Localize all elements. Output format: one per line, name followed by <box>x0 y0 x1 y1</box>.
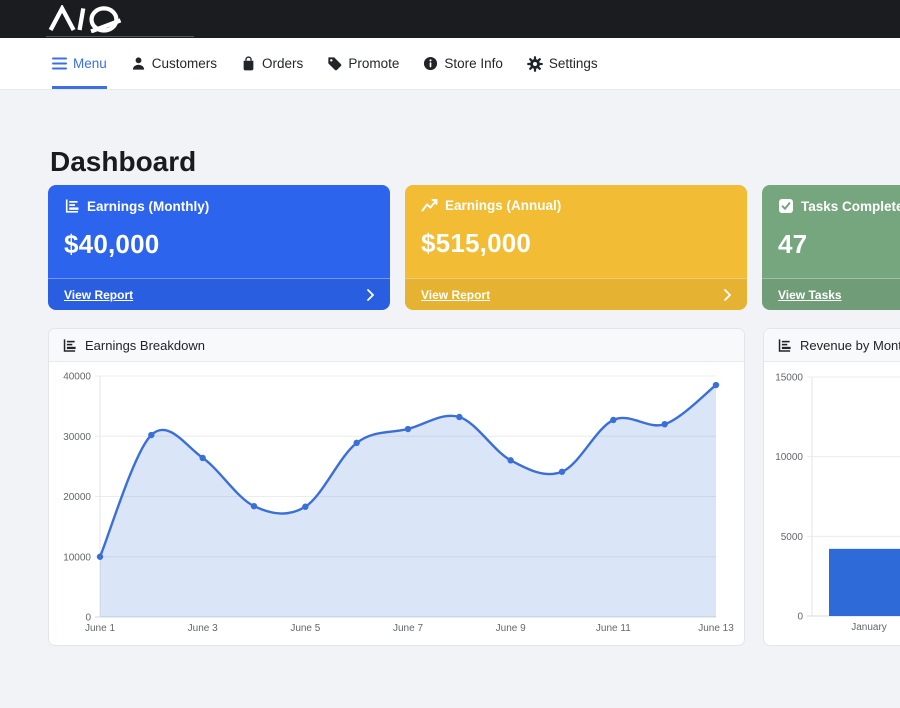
svg-text:10000: 10000 <box>63 552 91 563</box>
svg-text:June 11: June 11 <box>596 623 631 634</box>
svg-text:0: 0 <box>85 613 91 624</box>
line-chart-icon <box>421 199 438 212</box>
earnings-line-chart: 0 10000 20000 30000 40000 June 1 June 3 June 5 J… <box>63 372 734 635</box>
nav-label: Promote <box>348 56 400 71</box>
gear-icon <box>527 55 543 72</box>
nav-item-orders[interactable]: Orders <box>241 38 303 89</box>
stat-card-earnings-annual: Earnings (Annual) $515,000 View Report <box>405 185 747 310</box>
svg-text:30000: 30000 <box>63 432 91 443</box>
main-nav: Menu Customers Orders Promote <box>0 38 900 90</box>
stat-card-earnings-monthly: Earnings (Monthly) $40,000 View Report <box>48 185 390 310</box>
svg-text:June 7: June 7 <box>393 623 423 634</box>
nav-label: Customers <box>151 56 218 71</box>
aq-logo-icon <box>48 3 122 34</box>
check-square-icon <box>779 199 793 213</box>
stat-card-value: $40,000 <box>64 229 160 259</box>
brand-underline <box>46 36 194 37</box>
hamburger-icon <box>52 57 67 70</box>
svg-text:January: January <box>851 622 887 633</box>
info-circle-icon <box>424 56 438 71</box>
svg-text:June 13: June 13 <box>698 623 734 634</box>
nav-item-promote[interactable]: Promote <box>327 38 399 89</box>
earnings-breakdown-card: Earnings Breakdown 0 10000 20000 30000 40000… <box>48 328 745 646</box>
topbar <box>0 0 900 38</box>
stat-card-title: Earnings (Monthly) <box>87 198 210 214</box>
svg-text:June 1: June 1 <box>85 623 115 634</box>
svg-text:20000: 20000 <box>63 492 91 503</box>
stat-card-value: 47 <box>778 229 808 259</box>
bar-chart-icon <box>65 199 79 213</box>
stat-card-title: Tasks Completed <box>801 198 900 214</box>
stat-card-row: Earnings (Monthly) $40,000 View Report E <box>48 185 900 310</box>
stat-card-value: $515,000 <box>421 228 532 258</box>
person-icon <box>132 57 144 70</box>
view-tasks-link[interactable]: View Tasks <box>762 278 900 310</box>
svg-text:15000: 15000 <box>775 373 803 384</box>
nav-item-customers[interactable]: Customers <box>131 38 217 89</box>
chevron-right-icon <box>724 288 731 301</box>
nav-label: Store Info <box>444 56 503 71</box>
chart-card-row: Earnings Breakdown 0 10000 20000 30000 40000… <box>48 328 900 646</box>
brand-logo[interactable] <box>46 3 138 38</box>
view-report-link[interactable]: View Report <box>48 278 390 310</box>
stat-card-title: Earnings (Annual) <box>445 198 562 213</box>
nav-label: Menu <box>73 56 107 71</box>
svg-text:June 9: June 9 <box>496 623 526 634</box>
tag-icon <box>328 57 342 71</box>
nav-label: Orders <box>262 56 304 71</box>
svg-text:5000: 5000 <box>781 532 804 543</box>
svg-text:40000: 40000 <box>63 372 91 383</box>
nav-item-menu[interactable]: Menu <box>52 38 107 89</box>
nav-item-store-info[interactable]: Store Info <box>423 38 503 89</box>
svg-text:June 3: June 3 <box>188 623 218 634</box>
chart-title: Earnings Breakdown <box>85 337 205 353</box>
chart-title: Revenue by Month <box>800 337 900 353</box>
revenue-by-month-card: Revenue by Month 0 5000 10000 15000 January <box>763 328 900 646</box>
svg-text:10000: 10000 <box>775 452 803 463</box>
revenue-bar-chart: 0 5000 10000 15000 January <box>775 373 900 633</box>
svg-text:June 5: June 5 <box>290 623 320 634</box>
nav-item-settings[interactable]: Settings <box>527 38 598 89</box>
nav-label: Settings <box>548 56 598 71</box>
shopping-bag-icon <box>243 56 254 71</box>
bar-chart-icon <box>778 338 791 352</box>
bar-chart-icon <box>63 338 76 352</box>
page-title: Dashboard <box>50 146 197 177</box>
svg-text:0: 0 <box>797 612 803 623</box>
chevron-right-icon <box>367 288 374 301</box>
stat-card-tasks-completed: Tasks Completed 47 View Tasks <box>762 185 900 310</box>
view-report-link[interactable]: View Report <box>405 278 747 310</box>
